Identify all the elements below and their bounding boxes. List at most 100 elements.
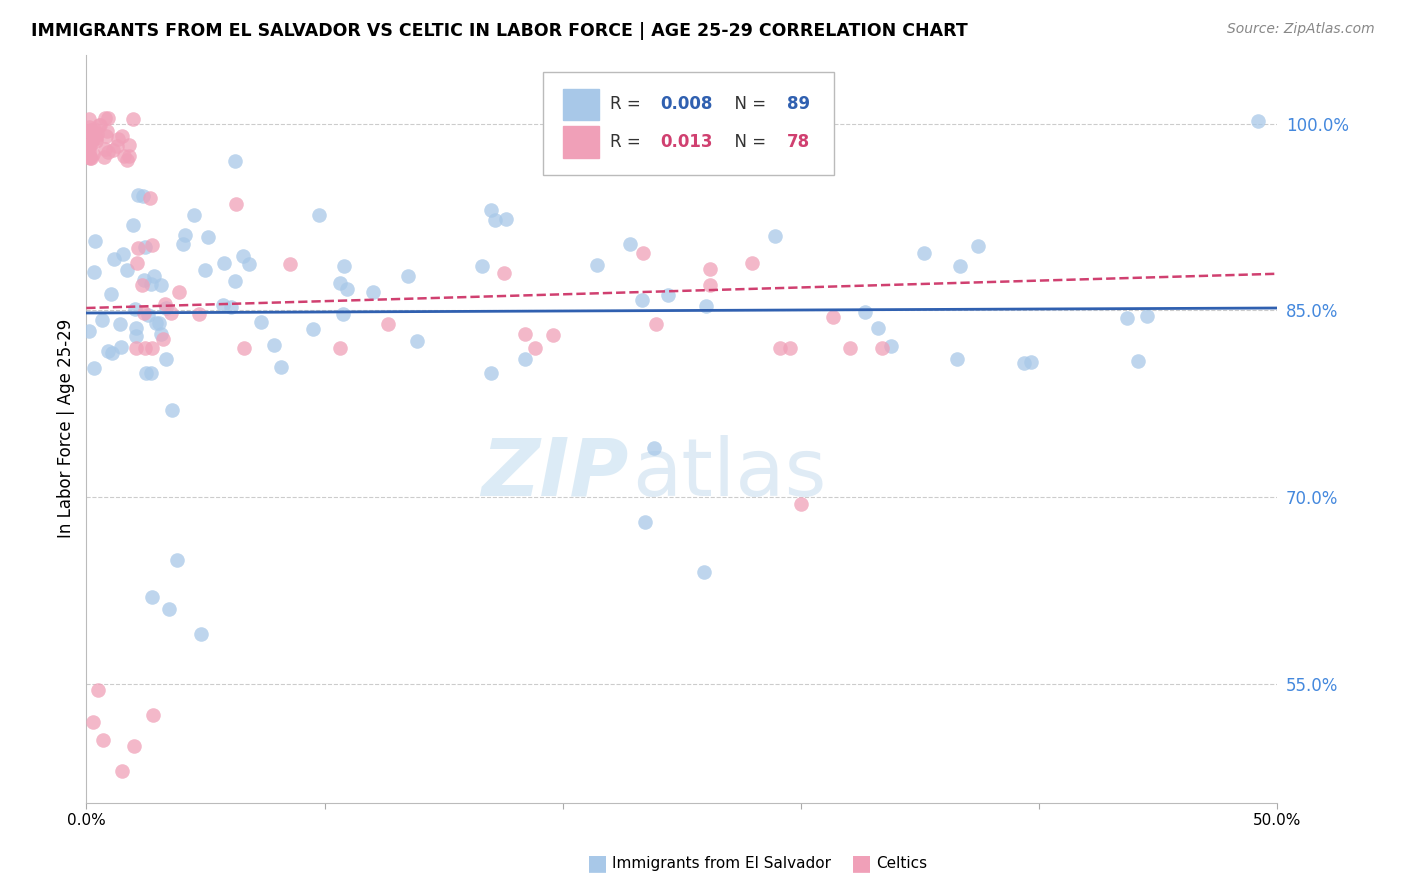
Point [155,352,177,367]
Point [405,334,427,349]
Text: R =: R = [610,133,647,151]
Point [142,708,165,723]
Point [870,341,893,355]
Text: 89: 89 [787,95,810,113]
Point [224,274,246,288]
Point [152,332,174,346]
Point [142,268,165,283]
Point [131,278,153,293]
Point [122,218,145,232]
Point [108,317,131,331]
Point [250,315,273,329]
Point [86,131,108,145]
Point [80,136,103,151]
Point [77,138,100,153]
Point [96,123,118,137]
Point [124,302,146,317]
Point [967,239,990,253]
Point [1019,354,1042,368]
Bar [562,126,599,158]
Point [97,111,120,125]
Bar [562,89,599,120]
Text: N =: N = [724,95,770,113]
Point [160,306,183,320]
Point [79,151,101,165]
Point [173,228,195,243]
Point [515,326,537,341]
Text: atlas: atlas [631,434,827,513]
Point [132,273,155,287]
Text: R =: R = [610,95,647,113]
Point [90,313,112,327]
Point [139,366,162,380]
Point [149,277,172,292]
Point [94,142,117,156]
Point [183,209,205,223]
Point [77,144,100,158]
Point [111,247,134,261]
Text: Source: ZipAtlas.com: Source: ZipAtlas.com [1227,22,1375,37]
Point [107,131,129,145]
Point [97,344,120,359]
Text: ZIP: ZIP [481,434,628,513]
Point [169,285,191,300]
Point [336,281,359,295]
Point [82,147,104,161]
Point [93,150,115,164]
Point [82,714,104,729]
Point [97,145,120,160]
Point [471,260,494,274]
Point [194,263,217,277]
Text: Celtics: Celtics [876,856,927,871]
Point [695,299,717,313]
Point [105,139,128,153]
Point [1012,356,1035,370]
Point [1126,354,1149,368]
Point [232,249,254,263]
Point [1247,114,1270,128]
Point [100,286,122,301]
Point [332,307,354,321]
Point [79,147,101,161]
Point [301,321,323,335]
Point [80,123,103,137]
Point [134,240,156,254]
Point [495,211,517,226]
Point [396,268,419,283]
Point [148,316,170,330]
Point [83,361,105,376]
Point [523,341,546,355]
Point [82,132,104,146]
Point [270,359,292,374]
Point [645,318,668,332]
Point [139,277,162,291]
Point [80,131,103,145]
Point [83,122,105,136]
Point [127,241,149,255]
Point [89,118,111,132]
Point [96,128,118,143]
Point [211,298,233,312]
Point [853,305,876,319]
Point [741,256,763,270]
Point [492,266,515,280]
Point [880,339,903,353]
Point [118,138,141,153]
Point [631,246,654,260]
Point [127,188,149,202]
Point [233,341,256,355]
Point [763,229,786,244]
Point [166,552,188,566]
Point [94,111,117,125]
Point [634,515,657,529]
Text: N =: N = [724,133,770,151]
Point [91,733,114,747]
Point [946,351,969,366]
Point [112,148,135,162]
Point [77,138,100,153]
Point [160,403,183,417]
Point [949,260,972,274]
Point [103,252,125,267]
Point [149,327,172,342]
Point [141,238,163,252]
